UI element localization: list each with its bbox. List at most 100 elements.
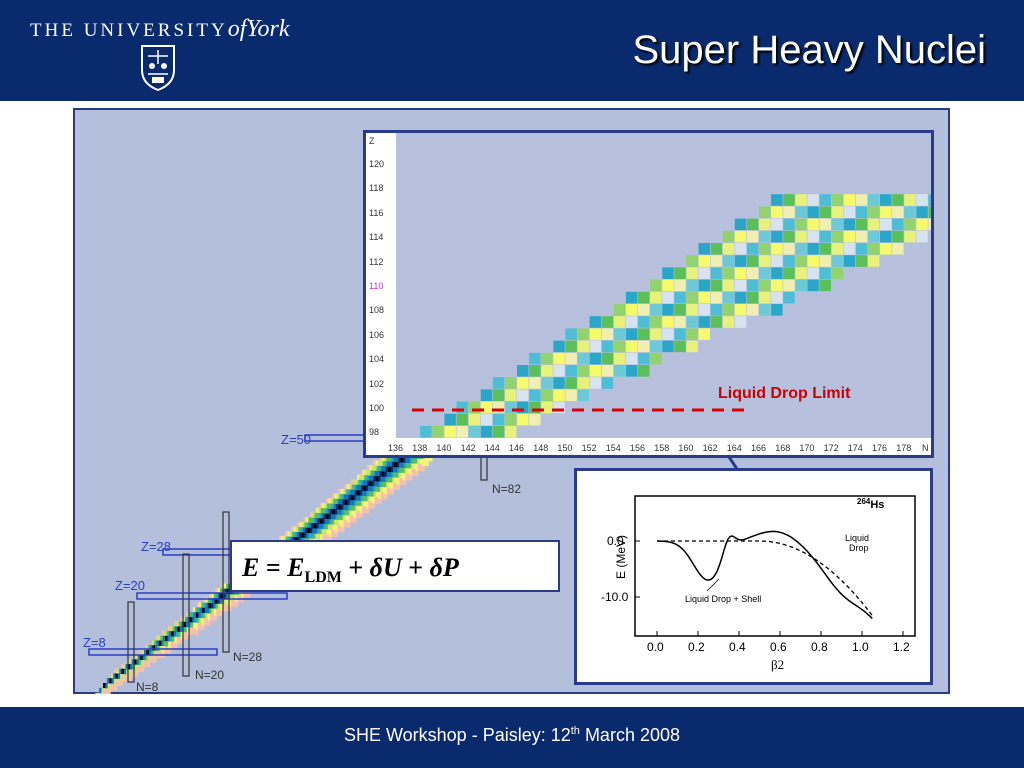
pes-xlabel: β2 — [771, 657, 784, 672]
pes-frame — [634, 495, 916, 637]
zoom-cell — [553, 401, 565, 414]
zoom-cell — [819, 279, 831, 292]
zoom-cell — [710, 316, 723, 328]
zoom-cell — [686, 267, 698, 279]
zoom-cell — [686, 316, 698, 328]
zoom-cell — [759, 243, 771, 255]
zoom-cell — [601, 352, 614, 365]
nuclide-cell — [224, 604, 232, 612]
nuclide-cell — [170, 641, 178, 649]
slide-title: Super Heavy Nuclei — [632, 28, 987, 72]
zoom-cell — [662, 304, 674, 316]
shell-curve-label: Liquid Drop + Shell — [685, 594, 761, 604]
zoom-cell — [650, 316, 662, 328]
university-crest-icon — [141, 45, 175, 92]
n-tick-178: 178 — [896, 443, 912, 453]
n20-marker — [182, 553, 190, 677]
zoom-cell — [565, 377, 577, 389]
z20-marker — [136, 592, 288, 600]
zoom-cell — [880, 194, 892, 206]
eq-equals: = — [259, 553, 288, 582]
zoom-cell — [916, 230, 928, 243]
zoom-cell — [565, 365, 577, 377]
z-tick-114: 114 — [369, 232, 384, 243]
n-tick-136: 136 — [388, 443, 404, 453]
z-tick-120: 120 — [369, 159, 385, 169]
nuclide-cell — [368, 501, 376, 509]
nuclide-cell — [243, 590, 251, 598]
nuclide-cell — [355, 511, 363, 519]
zoom-cell — [807, 218, 819, 231]
zoom-cell — [855, 194, 868, 206]
zoom-cell — [625, 365, 638, 377]
zoom-cell — [529, 365, 541, 377]
zoom-cell — [541, 365, 553, 377]
zoom-cell — [771, 218, 783, 231]
zoom-cell — [916, 218, 928, 231]
zoom-cell — [698, 328, 710, 340]
zoom-cell — [686, 291, 698, 304]
zoom-cell — [759, 291, 771, 304]
zoom-cell — [625, 316, 638, 328]
zoom-cell — [698, 291, 710, 304]
pes-xtick-0: 0.0 — [647, 640, 664, 654]
zoom-cell — [638, 291, 650, 304]
n-axis-title: N — [922, 443, 929, 453]
nucleus-label: 264Hs — [857, 497, 884, 512]
zoom-cell — [710, 304, 723, 316]
zoom-inset: Z 120 118 116 114 112 110 108 106 104 102 100 98 13… — [363, 130, 934, 458]
logo-university: UNIVERSITY — [83, 20, 228, 41]
zoom-cell — [783, 267, 795, 279]
n-tick-172: 172 — [823, 443, 839, 453]
nuclide-cell — [331, 529, 339, 537]
zoom-cell — [722, 230, 735, 243]
zoom-cell — [928, 194, 931, 206]
zoom-cell — [504, 389, 517, 401]
zoom-cell — [831, 255, 844, 267]
z-tick-98: 98 — [369, 427, 380, 438]
liquid-drop-curve — [657, 540, 873, 616]
zoom-cell — [456, 413, 468, 426]
zoom-cell — [541, 377, 553, 389]
zoom-cell — [698, 267, 710, 279]
zoom-cell — [819, 230, 831, 243]
z-tick-118: 118 — [369, 183, 384, 194]
zoom-cell — [601, 328, 614, 340]
potential-energy-chart: 264Hs Liquid Drop Liquid Drop + Shell E … — [574, 468, 933, 685]
n-tick-160: 160 — [678, 443, 694, 453]
zoom-cell — [867, 206, 880, 218]
zoom-cell — [819, 194, 831, 206]
n-tick-168: 168 — [775, 443, 791, 453]
n-tick-146: 146 — [509, 443, 525, 453]
zoom-cell — [517, 365, 529, 377]
zoom-cell — [480, 413, 493, 426]
zoom-cell — [759, 206, 771, 218]
zoom-cell — [759, 230, 771, 243]
zoom-cell — [734, 243, 747, 255]
zoom-cell — [577, 328, 589, 340]
zoom-cell — [541, 389, 553, 401]
zoom-cell — [855, 218, 868, 231]
zoom-cell — [795, 279, 807, 292]
pes-xtick-1: 0.2 — [688, 640, 705, 654]
zoom-cell — [710, 267, 723, 279]
zoom-cell — [916, 206, 928, 218]
eq-plus1: + — [341, 553, 370, 582]
zoom-cell — [529, 401, 541, 414]
zoom-cell — [686, 328, 698, 340]
zoom-cell — [589, 377, 602, 389]
energy-equation: E = ELDM + δU + δP — [230, 540, 560, 592]
nuclide-cell — [103, 688, 111, 694]
zoom-cell — [456, 401, 468, 414]
zoom-cell — [746, 218, 759, 231]
zoom-cell — [880, 243, 892, 255]
nuclide-cell — [421, 459, 429, 467]
n8-label: N=8 — [136, 680, 159, 694]
zoom-cell — [638, 304, 650, 316]
zoom-cell — [831, 194, 844, 206]
zoom-cell — [734, 230, 747, 243]
zoom-cell — [686, 340, 698, 353]
zoom-cell — [746, 255, 759, 267]
n-tick-174: 174 — [847, 443, 863, 453]
nuclide-cell — [216, 609, 224, 616]
